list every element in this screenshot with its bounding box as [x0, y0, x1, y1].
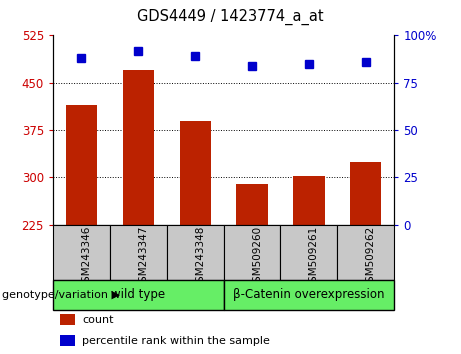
Bar: [167, 225, 224, 280]
Text: β-Catenin overexpression: β-Catenin overexpression: [233, 288, 384, 301]
Bar: [350, 162, 381, 225]
Text: genotype/variation ▶: genotype/variation ▶: [2, 290, 120, 300]
Text: percentile rank within the sample: percentile rank within the sample: [82, 336, 270, 346]
Text: GSM509261: GSM509261: [309, 226, 319, 289]
Bar: [179, 121, 211, 225]
Bar: [66, 105, 97, 225]
Text: GSM243346: GSM243346: [82, 226, 91, 289]
Text: GDS4449 / 1423774_a_at: GDS4449 / 1423774_a_at: [137, 9, 324, 25]
Bar: [337, 225, 394, 280]
Bar: [224, 280, 394, 310]
Bar: [123, 70, 154, 225]
Text: GSM509260: GSM509260: [252, 226, 262, 289]
Bar: [60, 335, 75, 346]
Bar: [60, 314, 75, 325]
Text: wild type: wild type: [111, 288, 165, 301]
Text: GSM243347: GSM243347: [138, 226, 148, 289]
Bar: [110, 225, 167, 280]
Text: count: count: [82, 314, 113, 325]
Bar: [293, 176, 325, 225]
Bar: [236, 184, 268, 225]
Text: GSM243348: GSM243348: [195, 226, 205, 289]
Text: GSM509262: GSM509262: [366, 226, 376, 289]
Bar: [53, 280, 224, 310]
Bar: [224, 225, 280, 280]
Bar: [280, 225, 337, 280]
Bar: [53, 225, 110, 280]
